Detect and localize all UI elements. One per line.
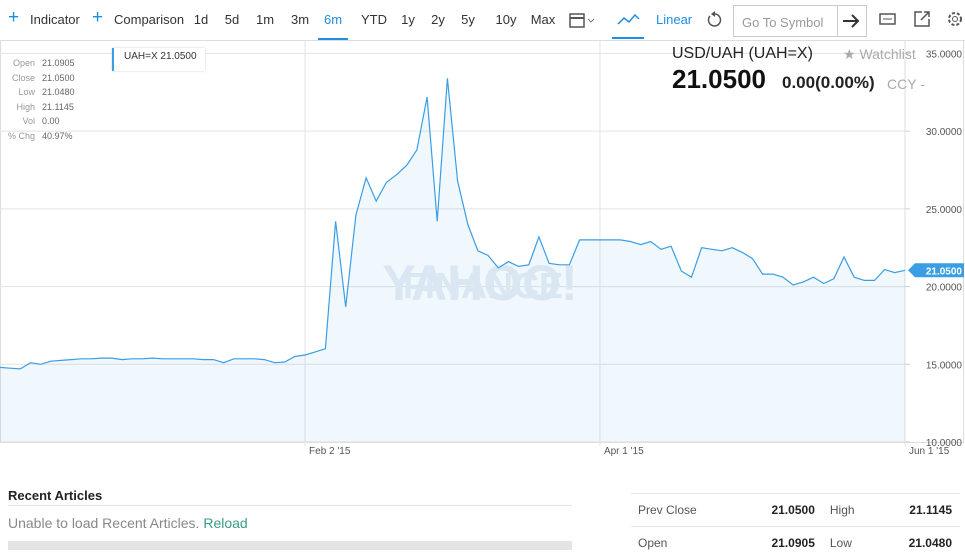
placeholder-bar bbox=[8, 541, 572, 550]
plus-icon: + bbox=[8, 7, 19, 29]
ohlc-label: % Chg bbox=[8, 129, 41, 144]
legend-value: 21.0500 bbox=[160, 51, 196, 62]
y-tick-label: 25.0000 bbox=[926, 205, 963, 216]
ohlc-label: High bbox=[8, 100, 41, 115]
y-tick-label: 15.0000 bbox=[926, 360, 963, 371]
range-button[interactable]: 1m bbox=[250, 12, 280, 27]
settings-icon[interactable] bbox=[945, 9, 965, 29]
print-icon[interactable] bbox=[878, 10, 898, 30]
ohlc-value: 21.0905 bbox=[41, 56, 76, 71]
reload-link[interactable]: Reload bbox=[203, 515, 247, 531]
stat-value: 21.1145 bbox=[876, 494, 960, 527]
articles-error: Unable to load Recent Articles. bbox=[8, 515, 199, 531]
y-tick-label: 20.0000 bbox=[926, 283, 963, 294]
symbol-input-box[interactable]: Go To Symbol bbox=[733, 5, 867, 37]
range-button[interactable]: 1d bbox=[186, 12, 216, 27]
ohlc-label: Vol bbox=[8, 114, 41, 129]
y-tick-label: 35.0000 bbox=[926, 49, 963, 60]
stat-value: 21.0905 bbox=[738, 527, 822, 559]
ohlc-value: 21.0500 bbox=[41, 71, 76, 86]
watchlist[interactable]: ★ Watchlist bbox=[843, 46, 916, 63]
ohlc-value: 21.0480 bbox=[41, 85, 76, 100]
range-button[interactable]: 2y bbox=[423, 12, 453, 27]
symbol-input[interactable]: Go To Symbol bbox=[742, 15, 823, 30]
reset-icon[interactable] bbox=[706, 11, 724, 29]
ohlc-label: Low bbox=[8, 85, 41, 100]
watchlist-label[interactable]: Watchlist bbox=[859, 46, 915, 62]
legend: UAH=X 21.0500 bbox=[112, 48, 205, 71]
divider bbox=[8, 505, 572, 506]
go-arrow[interactable] bbox=[842, 13, 862, 29]
stat-value: 21.0480 bbox=[876, 527, 960, 559]
articles-title: Recent Articles bbox=[8, 488, 102, 503]
ohlc-value: 0.00 bbox=[41, 114, 76, 129]
ohlc-label: Open bbox=[8, 56, 41, 71]
x-tick-label: Feb 2 '15 bbox=[309, 446, 351, 457]
quote-currency: CCY - bbox=[887, 76, 925, 92]
x-tick-label: Apr 1 '15 bbox=[604, 446, 644, 457]
calendar-icon[interactable] bbox=[568, 12, 596, 30]
ohlc-value: 40.97% bbox=[41, 129, 76, 144]
articles-message: Unable to load Recent Articles. Reload bbox=[8, 515, 248, 531]
last-price-label: 21.0500 bbox=[926, 266, 963, 277]
stat-value: 21.0500 bbox=[738, 494, 822, 527]
x-tick-label: Jun 1 '15 bbox=[909, 446, 950, 457]
y-tick-label: 30.0000 bbox=[926, 127, 963, 138]
quote-change: 0.00(0.00%) bbox=[782, 73, 875, 93]
ohlc-label: Close bbox=[8, 71, 41, 86]
range-button[interactable]: 3m bbox=[285, 12, 315, 27]
range-button[interactable]: 10y bbox=[488, 12, 524, 27]
share-icon[interactable] bbox=[912, 9, 932, 29]
stat-label: Prev Close bbox=[631, 494, 738, 527]
quote-price: 21.0500 bbox=[672, 64, 766, 95]
range-button[interactable]: 1y bbox=[393, 12, 423, 27]
range-button[interactable]: YTD bbox=[356, 12, 392, 27]
range-button[interactable]: Max bbox=[525, 12, 561, 27]
range-button[interactable]: 6m bbox=[318, 12, 348, 40]
ohlc-value: 21.1145 bbox=[41, 100, 76, 115]
divider bbox=[837, 6, 838, 36]
scale-button[interactable]: Linear bbox=[656, 12, 692, 27]
stat-label: Low bbox=[823, 527, 876, 559]
stat-label: High bbox=[823, 494, 876, 527]
stat-label: Open bbox=[631, 527, 738, 559]
legend-name: UAH=X bbox=[124, 51, 158, 62]
comparison-button[interactable]: Comparison bbox=[114, 12, 184, 27]
range-button[interactable]: 5d bbox=[217, 12, 247, 27]
chart-type-icon[interactable] bbox=[612, 8, 644, 40]
plus-icon: + bbox=[92, 7, 103, 29]
chart: 10.000015.000020.000025.000030.000035.00… bbox=[0, 40, 965, 460]
range-button[interactable]: 5y bbox=[453, 12, 483, 27]
indicator-button[interactable]: Indicator bbox=[30, 12, 80, 27]
quote-name: USD/UAH (UAH=X) bbox=[672, 45, 813, 63]
